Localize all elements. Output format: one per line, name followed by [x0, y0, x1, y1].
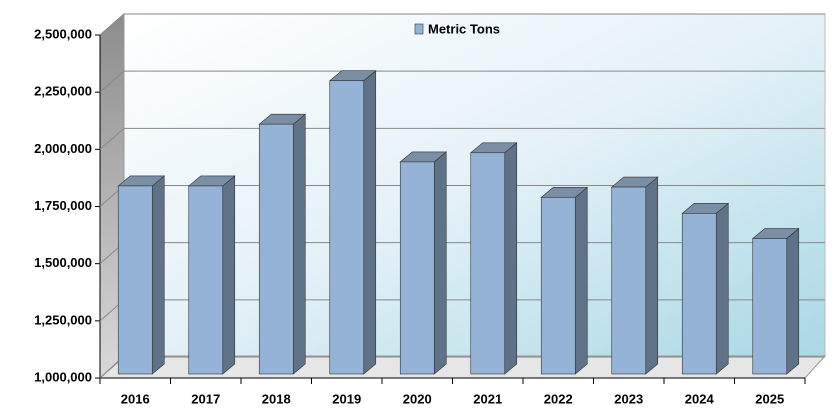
bar-side [786, 227, 800, 375]
grid-line [99, 70, 125, 93]
y-tick-label: 1,500,000 [34, 255, 92, 270]
bar-side [151, 175, 165, 375]
bar-side [504, 142, 518, 375]
bar-side [715, 202, 729, 375]
x-tick-label: 2016 [121, 391, 150, 406]
x-tick-label: 2022 [544, 391, 573, 406]
x-tick-label: 2024 [685, 391, 715, 406]
x-tick-label: 2021 [473, 391, 502, 406]
y-tick-label: 1,000,000 [34, 369, 92, 384]
grid-line [99, 13, 125, 36]
y-tick-label: 2,000,000 [34, 141, 92, 156]
bar [117, 185, 153, 375]
bar-side [363, 70, 377, 375]
bar-side [645, 176, 659, 375]
bar [188, 185, 224, 375]
bar [329, 80, 365, 375]
bar [470, 152, 506, 375]
y-tick-label: 2,250,000 [34, 84, 92, 99]
bar-side [222, 175, 236, 375]
bar-side [574, 186, 588, 375]
bar-side [433, 151, 447, 375]
bar [399, 161, 435, 375]
bar [258, 123, 294, 375]
bar [540, 197, 576, 375]
bar-side [292, 113, 306, 375]
bar [681, 213, 717, 375]
x-tick-label: 2018 [262, 391, 291, 406]
grid-line [99, 127, 125, 150]
bar [611, 186, 647, 375]
bar [752, 238, 788, 375]
y-tick-label: 1,250,000 [34, 312, 92, 327]
x-tick-label: 2025 [755, 391, 784, 406]
y-tick-label: 2,500,000 [34, 26, 92, 41]
plot: 1,000,000 1,250,000 1,500,000 1,750,000 2,00… [34, 13, 825, 406]
x-tick-label: 2019 [332, 391, 361, 406]
x-tick-label: 2023 [614, 391, 643, 406]
x-tick-label: 2017 [191, 391, 220, 406]
y-tick-label: 1,750,000 [34, 198, 92, 213]
x-tick-label: 2020 [403, 391, 432, 406]
legend-swatch [414, 23, 424, 35]
legend-label: Metric Tons [428, 21, 500, 36]
